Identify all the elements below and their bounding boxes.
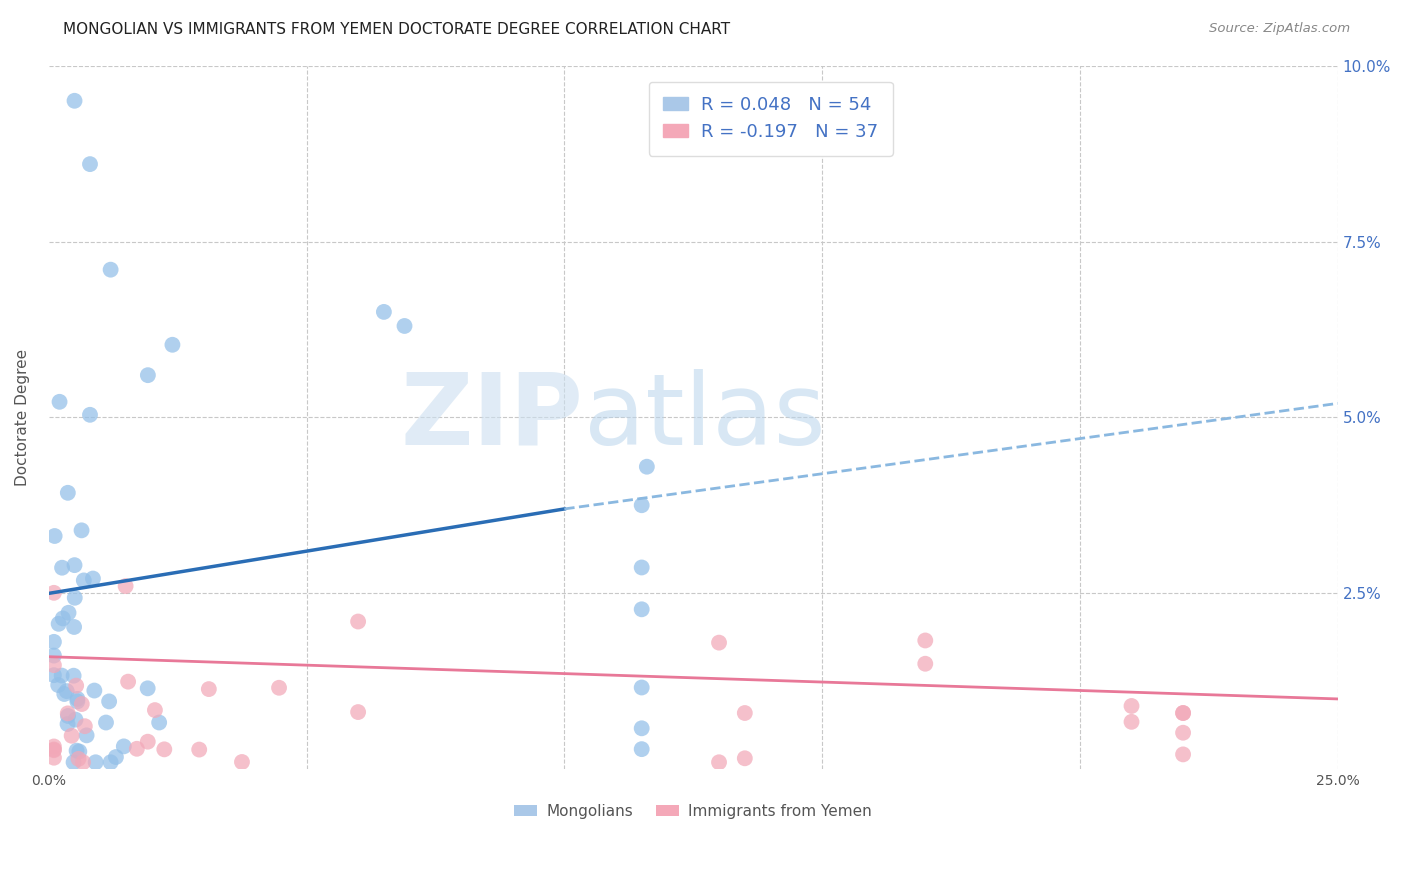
Point bbox=[198, 682, 221, 697]
Point bbox=[60, 729, 83, 743]
Point bbox=[707, 756, 730, 770]
Text: MONGOLIAN VS IMMIGRANTS FROM YEMEN DOCTORATE DEGREE CORRELATION CHART: MONGOLIAN VS IMMIGRANTS FROM YEMEN DOCTO… bbox=[63, 22, 730, 37]
Point bbox=[63, 620, 86, 634]
Point bbox=[42, 743, 65, 757]
Point bbox=[66, 692, 89, 706]
Point bbox=[73, 574, 96, 588]
Point bbox=[73, 719, 96, 733]
Legend: Mongolians, Immigrants from Yemen: Mongolians, Immigrants from Yemen bbox=[509, 797, 879, 825]
Point bbox=[114, 579, 136, 593]
Point bbox=[55, 684, 77, 698]
Point bbox=[42, 750, 65, 764]
Text: atlas: atlas bbox=[583, 369, 825, 466]
Point bbox=[98, 694, 121, 708]
Point bbox=[53, 687, 76, 701]
Point bbox=[84, 756, 107, 770]
Point bbox=[42, 635, 65, 649]
Point bbox=[1121, 714, 1143, 729]
Point bbox=[67, 752, 90, 766]
Point bbox=[136, 734, 159, 748]
Point bbox=[153, 742, 176, 756]
Text: ZIP: ZIP bbox=[401, 369, 583, 466]
Text: Source: ZipAtlas.com: Source: ZipAtlas.com bbox=[1209, 22, 1350, 36]
Point bbox=[79, 157, 101, 171]
Point bbox=[394, 318, 416, 333]
Point bbox=[267, 681, 290, 695]
Y-axis label: Doctorate Degree: Doctorate Degree bbox=[15, 349, 30, 486]
Point bbox=[707, 635, 730, 649]
Point bbox=[231, 755, 253, 769]
Point bbox=[117, 674, 139, 689]
Point bbox=[44, 529, 66, 543]
Point bbox=[636, 459, 658, 474]
Point bbox=[67, 744, 90, 758]
Point bbox=[1171, 747, 1194, 762]
Point bbox=[914, 657, 936, 671]
Point bbox=[125, 741, 148, 756]
Point bbox=[70, 697, 93, 711]
Point bbox=[65, 713, 87, 727]
Point bbox=[51, 668, 73, 682]
Point bbox=[66, 694, 89, 708]
Point bbox=[148, 715, 170, 730]
Point bbox=[79, 408, 101, 422]
Point bbox=[143, 703, 166, 717]
Point bbox=[630, 742, 652, 756]
Point bbox=[72, 756, 94, 770]
Point bbox=[56, 717, 79, 731]
Point bbox=[56, 709, 79, 723]
Point bbox=[62, 756, 84, 770]
Point bbox=[162, 338, 184, 352]
Point bbox=[347, 705, 370, 719]
Point bbox=[630, 721, 652, 735]
Point bbox=[630, 498, 652, 512]
Point bbox=[94, 715, 117, 730]
Point bbox=[914, 633, 936, 648]
Point bbox=[62, 669, 84, 683]
Point bbox=[63, 94, 86, 108]
Point bbox=[630, 560, 652, 574]
Point bbox=[56, 706, 79, 721]
Point bbox=[56, 485, 79, 500]
Point bbox=[104, 750, 127, 764]
Point bbox=[100, 262, 122, 277]
Point bbox=[70, 524, 93, 538]
Point bbox=[734, 706, 756, 720]
Point bbox=[82, 572, 104, 586]
Point bbox=[63, 591, 86, 605]
Point bbox=[42, 658, 65, 673]
Point bbox=[1171, 706, 1194, 720]
Point bbox=[136, 368, 159, 383]
Point bbox=[42, 739, 65, 754]
Point bbox=[46, 678, 69, 692]
Point bbox=[76, 728, 98, 742]
Point bbox=[63, 558, 86, 573]
Point bbox=[51, 560, 73, 574]
Point bbox=[373, 305, 395, 319]
Point bbox=[42, 742, 65, 756]
Point bbox=[100, 756, 122, 770]
Point bbox=[136, 681, 159, 696]
Point bbox=[734, 751, 756, 765]
Point bbox=[52, 611, 75, 625]
Point bbox=[112, 739, 135, 754]
Point bbox=[42, 586, 65, 600]
Point bbox=[42, 668, 65, 682]
Point bbox=[1121, 698, 1143, 713]
Point bbox=[630, 602, 652, 616]
Point bbox=[1171, 706, 1194, 720]
Point bbox=[630, 681, 652, 695]
Point bbox=[188, 742, 211, 756]
Point bbox=[65, 744, 87, 758]
Point bbox=[83, 683, 105, 698]
Point bbox=[58, 606, 80, 620]
Point bbox=[347, 615, 370, 629]
Point bbox=[48, 616, 70, 631]
Point bbox=[48, 394, 70, 409]
Point bbox=[1171, 725, 1194, 739]
Point bbox=[65, 679, 87, 693]
Point bbox=[42, 648, 65, 663]
